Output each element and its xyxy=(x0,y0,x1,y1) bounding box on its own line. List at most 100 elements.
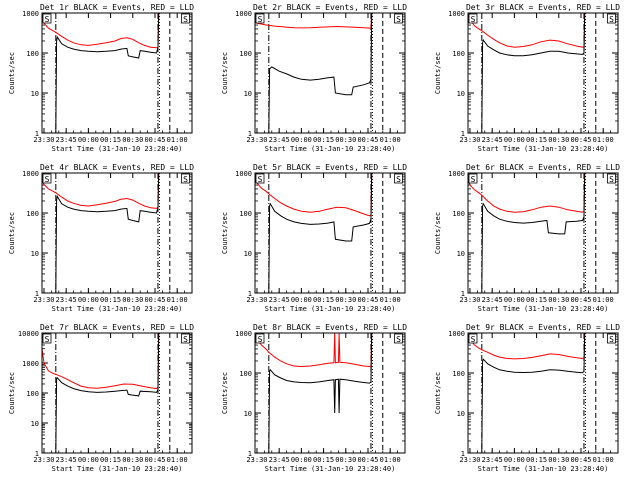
y-tick-label: 1000 xyxy=(235,10,252,18)
x-tick-label: 00:00 xyxy=(78,456,99,464)
series-group xyxy=(42,13,160,133)
corner-marker-box xyxy=(607,13,616,24)
corner-marker: S xyxy=(609,335,614,344)
series-line-lld xyxy=(468,333,586,360)
x-tick-label: 01:00 xyxy=(380,136,401,144)
y-tick-label: 1000 xyxy=(448,330,465,338)
x-axis-label: Start Time (31-Jan-10 23:28:40) xyxy=(478,305,609,313)
plot-frame xyxy=(467,332,619,454)
x-tick-label: 01:00 xyxy=(167,456,188,464)
corner-marker-box xyxy=(468,173,478,184)
plot-frame xyxy=(467,12,619,134)
corner-marker-box xyxy=(468,13,478,24)
x-tick-label: 00:00 xyxy=(504,136,525,144)
corner-marker: S xyxy=(183,335,188,344)
corner-marker-box xyxy=(394,13,403,24)
chart-title: Det 1r BLACK = Events, RED = LLD xyxy=(40,3,194,12)
plot-frame xyxy=(467,172,619,294)
corner-marker-box xyxy=(255,13,265,24)
x-tick-label: 00:45 xyxy=(357,136,378,144)
y-axis-label: Counts/sec xyxy=(434,52,442,94)
chart-title: Det 3r BLACK = Events, RED = LLD xyxy=(466,3,620,12)
series-line-events xyxy=(55,333,160,453)
x-tick-label: 00:45 xyxy=(144,296,165,304)
x-tick-label: 23:45 xyxy=(482,136,503,144)
y-tick-label: 1000 xyxy=(448,170,465,178)
x-tick-label: 23:45 xyxy=(482,456,503,464)
series-group xyxy=(42,333,160,453)
x-tick-label: 00:45 xyxy=(144,136,165,144)
chart-panel-4: Det 4r BLACK = Events, RED = LLD 1 10 100 10… xyxy=(8,163,194,313)
chart-panel-5: Det 5r BLACK = Events, RED = LLD 1 10 100 10… xyxy=(221,163,407,313)
x-tick-label: 00:15 xyxy=(100,296,121,304)
series-line-lld xyxy=(255,333,373,368)
x-axis-label: Start Time (31-Jan-10 23:28:40) xyxy=(52,145,183,153)
y-tick-label: 100 xyxy=(452,50,465,58)
x-tick-label: 23:30 xyxy=(246,456,267,464)
x-tick-label: 00:00 xyxy=(291,296,312,304)
y-tick-label: 1000 xyxy=(22,360,39,368)
y-axis-label: Counts/sec xyxy=(221,52,229,94)
x-tick-label: 01:00 xyxy=(593,456,614,464)
corner-marker: S xyxy=(471,175,476,184)
corner-marker-box xyxy=(394,333,403,344)
corner-marker-box xyxy=(181,333,190,344)
y-tick-label: 100 xyxy=(452,370,465,378)
x-tick-label: 23:45 xyxy=(269,296,290,304)
corner-marker: S xyxy=(183,175,188,184)
y-tick-label: 10000 xyxy=(18,330,39,338)
y-tick-label: 100 xyxy=(452,210,465,218)
chart-title: Det 8r BLACK = Events, RED = LLD xyxy=(253,323,407,332)
x-tick-label: 00:00 xyxy=(78,296,99,304)
chart-title: Det 5r BLACK = Events, RED = LLD xyxy=(253,163,407,172)
chart-panel-6: Det 6r BLACK = Events, RED = LLD 1 10 100 10… xyxy=(434,163,620,313)
x-tick-label: 00:30 xyxy=(122,456,143,464)
x-tick-label: 00:45 xyxy=(570,296,591,304)
series-group xyxy=(468,13,586,133)
x-tick-label: 23:45 xyxy=(269,136,290,144)
x-axis-label: Start Time (31-Jan-10 23:28:40) xyxy=(265,465,396,473)
x-tick-label: 00:30 xyxy=(548,456,569,464)
y-axis-label: Counts/sec xyxy=(434,372,442,414)
x-tick-label: 23:45 xyxy=(56,136,77,144)
corner-marker-box xyxy=(181,13,190,24)
x-tick-label: 00:45 xyxy=(357,296,378,304)
corner-marker: S xyxy=(609,175,614,184)
x-tick-label: 00:15 xyxy=(313,296,334,304)
series-line-events xyxy=(268,13,373,133)
y-axis-label: Counts/sec xyxy=(221,212,229,254)
x-tick-label: 00:15 xyxy=(100,136,121,144)
y-axis-label: Counts/sec xyxy=(8,372,16,414)
corner-marker: S xyxy=(258,175,263,184)
y-tick-label: 1 xyxy=(35,290,39,298)
corner-marker: S xyxy=(45,175,50,184)
series-line-events xyxy=(55,173,160,293)
corner-marker: S xyxy=(471,15,476,24)
x-tick-label: 00:30 xyxy=(548,296,569,304)
corner-marker-box xyxy=(394,173,403,184)
corner-marker-box xyxy=(607,333,616,344)
corner-marker: S xyxy=(396,15,401,24)
y-tick-label: 100 xyxy=(26,50,39,58)
y-axis-label: Counts/sec xyxy=(8,52,16,94)
series-line-events xyxy=(481,333,586,453)
x-tick-label: 00:30 xyxy=(335,456,356,464)
x-tick-label: 23:30 xyxy=(246,136,267,144)
y-tick-label: 10 xyxy=(31,90,39,98)
chart-title: Det 2r BLACK = Events, RED = LLD xyxy=(253,3,407,12)
corner-marker-box xyxy=(255,173,265,184)
y-tick-label: 1 xyxy=(248,450,252,458)
y-tick-label: 10 xyxy=(244,90,252,98)
corner-marker-box xyxy=(607,173,616,184)
y-axis-label: Counts/sec xyxy=(434,212,442,254)
chart-title: Det 4r BLACK = Events, RED = LLD xyxy=(40,163,194,172)
chart-title: Det 6r BLACK = Events, RED = LLD xyxy=(466,163,620,172)
y-tick-label: 10 xyxy=(457,250,465,258)
x-tick-label: 00:30 xyxy=(335,136,356,144)
x-tick-label: 23:30 xyxy=(459,456,480,464)
y-axis-label: Counts/sec xyxy=(8,212,16,254)
x-tick-label: 23:45 xyxy=(482,296,503,304)
x-tick-label: 00:15 xyxy=(100,456,121,464)
corner-marker: S xyxy=(396,175,401,184)
x-tick-label: 01:00 xyxy=(380,296,401,304)
